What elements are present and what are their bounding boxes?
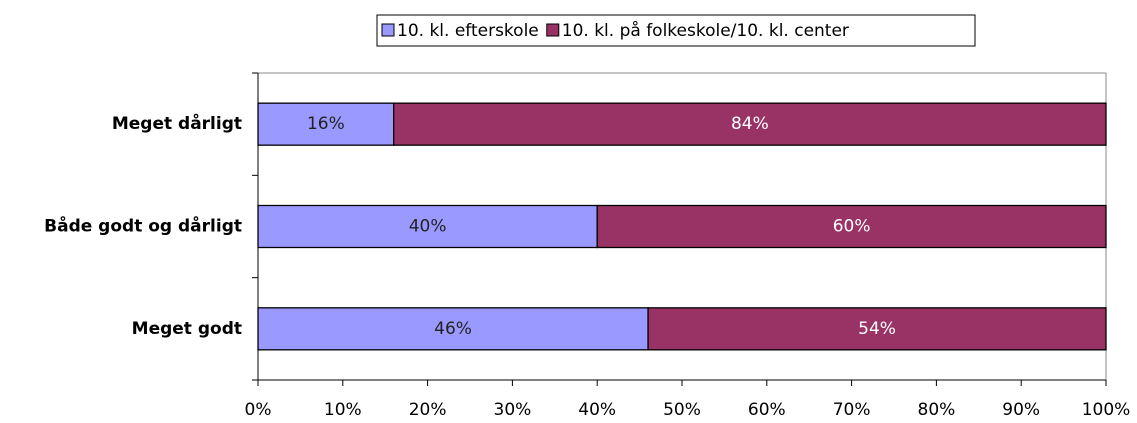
x-tick-label: 0% [245,400,272,420]
x-tick-label: 100% [1082,400,1131,420]
legend-swatch [546,23,560,37]
y-tick-label: Meget godt [132,319,242,339]
y-tick-label: Meget dårligt [112,112,242,134]
x-tick-label: 30% [494,400,532,420]
x-tick-label: 90% [1002,400,1040,420]
y-tick-label: Både godt og dårligt [44,215,242,237]
x-tick-label: 10% [324,400,362,420]
data-label: 46% [434,319,472,339]
x-tick-label: 50% [663,400,701,420]
bar-segment [257,307,649,351]
legend-label: 10. kl. efterskole [397,21,539,41]
data-label: 40% [409,217,447,237]
data-label: 54% [858,319,896,339]
x-tick-label: 60% [748,400,786,420]
legend-swatch [381,23,395,37]
data-label: 16% [307,114,345,134]
bar-segment [393,102,1107,146]
x-tick-label: 20% [409,400,447,420]
bar-segment [647,307,1107,351]
bar-segment [596,204,1107,249]
x-tick-label: 40% [578,400,616,420]
x-tick-label: 70% [833,400,871,420]
bar-segment [257,204,598,249]
legend-label: 10. kl. på folkeskole/10. kl. center [562,20,849,41]
data-label: 60% [833,217,871,237]
bar-segment [257,102,395,146]
legend-box [376,14,976,47]
x-tick-label: 80% [918,400,956,420]
data-label: 84% [731,114,769,134]
